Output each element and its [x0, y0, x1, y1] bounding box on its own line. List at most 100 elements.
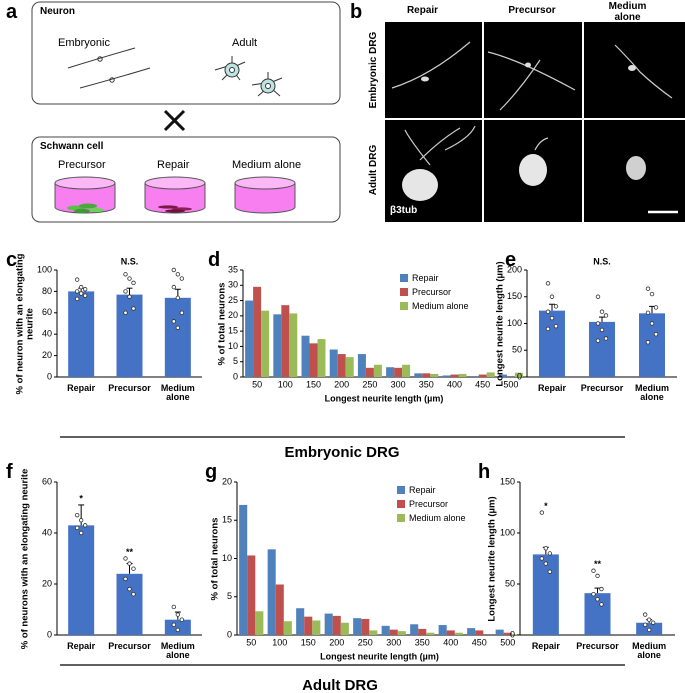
data-point [175, 295, 181, 301]
column-label: Precursor [508, 5, 556, 16]
column-label: Repair [406, 5, 439, 16]
data-point [642, 622, 648, 627]
y-axis-label: % of neuron with an elongating neurite [13, 253, 35, 394]
data-point [591, 568, 596, 573]
legend-swatch [397, 486, 405, 494]
bar [430, 373, 439, 377]
panel-label: a [6, 1, 18, 23]
bar [164, 297, 191, 377]
y-tick-label: 80 [42, 286, 52, 296]
bar [332, 615, 341, 635]
data-point [78, 284, 84, 290]
y-tick-label: 20 [42, 578, 52, 588]
stain-label: β3tub [390, 205, 418, 216]
data-point [595, 321, 601, 326]
x-tick-label: 500 [503, 379, 518, 389]
bar [475, 630, 484, 635]
bar [309, 343, 318, 377]
panel-label: f [6, 461, 13, 483]
bar [397, 631, 406, 635]
y-tick-label: 15 [222, 515, 232, 525]
bar [116, 294, 143, 377]
significance: * [79, 493, 83, 503]
data-point [171, 622, 177, 627]
y-tick-label: 100 [507, 318, 522, 328]
data-point [171, 604, 177, 610]
data-point [539, 510, 545, 515]
data-point [131, 306, 136, 311]
x-tick-label: Medium alone [160, 383, 195, 403]
x-axis-label: Longest neurite length (µm) [325, 393, 444, 403]
x-tick-label: 50 [252, 379, 262, 389]
data-point [175, 325, 181, 330]
bar [470, 376, 479, 377]
data-point [175, 627, 181, 633]
significance: * [544, 501, 548, 511]
data-point [179, 617, 185, 622]
x-tick-label: Repair [531, 641, 560, 651]
data-point [653, 305, 659, 310]
y-tick-label: 50 [505, 578, 515, 588]
box-title: Neuron [40, 6, 75, 17]
data-point [74, 296, 80, 302]
data-point [642, 612, 648, 617]
data-point [74, 289, 80, 294]
x-tick-label: Repair [67, 383, 96, 393]
bar [514, 372, 523, 377]
bar [410, 624, 419, 635]
legend-swatch [400, 274, 408, 282]
x-tick-label: 200 [334, 379, 349, 389]
bar [261, 310, 270, 377]
x-tick-label: Precursor [108, 383, 151, 393]
data-point [539, 556, 545, 561]
y-tick-label: 0 [227, 629, 232, 639]
condition: Precursor [58, 159, 106, 171]
bar [450, 374, 459, 377]
legend-swatch [400, 288, 408, 296]
bar [532, 554, 559, 635]
data-point [74, 525, 80, 531]
bar [353, 618, 362, 635]
x-tick-label: 300 [391, 379, 406, 389]
panel-label: d [208, 249, 221, 271]
y-tick-label: 10 [228, 341, 238, 351]
data-point [553, 323, 559, 329]
x-tick-label: Precursor [576, 641, 619, 651]
data-point [82, 287, 88, 292]
bar [381, 625, 390, 635]
culture-dishes [54, 176, 296, 214]
x-tick-label: 450 [472, 637, 487, 647]
y-tick-label: 60 [42, 307, 52, 317]
y-tick-label: 100 [500, 527, 515, 537]
panel-label: h [478, 461, 491, 483]
x-tick-label: 100 [272, 637, 287, 647]
data-point [599, 602, 604, 607]
data-point [123, 289, 128, 294]
bar [422, 373, 431, 377]
y-tick-label: 20 [228, 310, 238, 320]
data-point [74, 512, 80, 518]
y-tick-label: 100 [37, 264, 52, 274]
data-point [131, 592, 136, 597]
y-tick-label: 35 [228, 264, 238, 274]
bar [116, 573, 143, 635]
data-point [123, 576, 128, 582]
data-point [595, 338, 601, 343]
legend-label: Repair [412, 273, 439, 283]
data-point [82, 523, 88, 528]
bar [164, 619, 191, 635]
panel-label: b [350, 1, 363, 23]
y-tick-label: 0 [47, 629, 52, 639]
micrographs [385, 22, 685, 222]
legend-label: Medium alone [409, 513, 466, 523]
bar [245, 300, 254, 377]
row-label: Embryonic DRG [367, 31, 379, 109]
annotation: N.S. [593, 256, 611, 266]
data-point [543, 561, 549, 566]
bar [345, 357, 354, 377]
row-label: Adult DRG [367, 144, 379, 196]
bar [296, 608, 305, 635]
x-tick-label: 450 [475, 379, 490, 389]
data-point [547, 551, 553, 556]
adult-neurons [214, 56, 283, 97]
